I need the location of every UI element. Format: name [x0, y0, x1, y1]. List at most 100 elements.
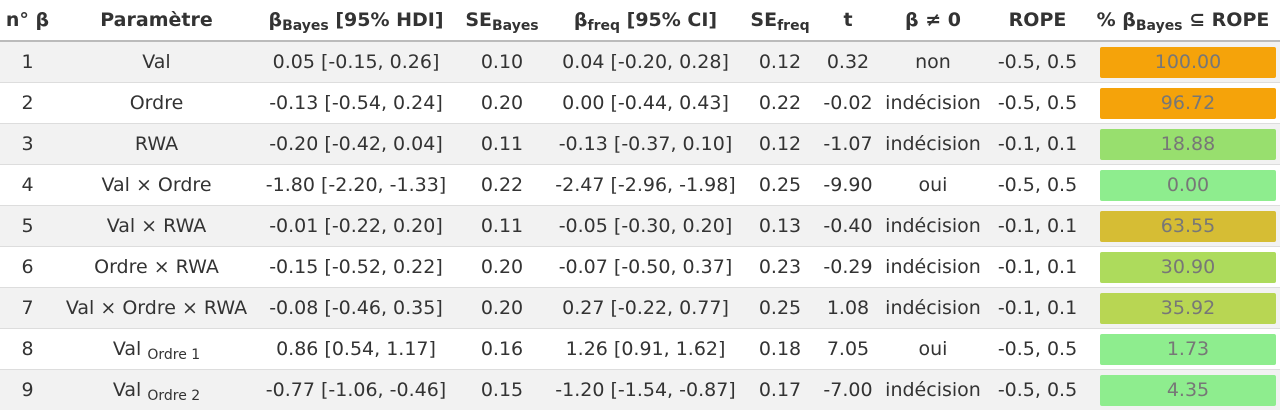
beta-freq-cell: 1.26 [0.91, 1.62]	[550, 328, 741, 370]
param-cell: Val × Ordre	[55, 164, 258, 206]
se-freq-cell: 0.25	[741, 287, 819, 329]
t-cell: 7.05	[819, 328, 877, 370]
param-name: Val	[112, 379, 142, 401]
param-name: RWA	[134, 133, 179, 155]
beta-neq0-cell: indécision	[877, 287, 989, 329]
row-number: 8	[0, 328, 55, 370]
header-n: n° β	[0, 0, 55, 42]
beta-bayes-cell: -0.20 [-0.42, 0.04]	[258, 123, 454, 165]
beta-freq-cell: -1.20 [-1.54, -0.87]	[550, 369, 741, 410]
beta-freq-cell: -0.13 [-0.37, 0.10]	[550, 123, 741, 165]
se-freq-cell: 0.25	[741, 164, 819, 206]
se-bayes-cell: 0.11	[454, 205, 550, 247]
pct-in-rope-value: 35.92	[1100, 292, 1276, 324]
param-cell: Val × RWA	[55, 205, 258, 247]
rope-cell: -0.1, 0.1	[989, 287, 1086, 329]
table-body: 1 Val 0.05 [-0.15, 0.26] 0.10 0.04 [-0.20, 0…	[0, 40, 1280, 410]
rope-cell: -0.1, 0.1	[989, 246, 1086, 288]
pct-in-rope-cell: 35.92	[1086, 287, 1280, 329]
row-number: 5	[0, 205, 55, 247]
header-t: t	[819, 0, 877, 42]
se-freq-cell: 0.22	[741, 82, 819, 124]
pct-in-rope-cell: 4.35	[1086, 369, 1280, 410]
pct-in-rope-cell: 0.00	[1086, 164, 1280, 206]
beta-freq-cell: -0.07 [-0.50, 0.37]	[550, 246, 741, 288]
beta-neq0-cell: oui	[877, 164, 989, 206]
param-name: Val × RWA	[106, 215, 207, 237]
beta-freq-cell: -0.05 [-0.30, 0.20]	[550, 205, 741, 247]
header-neq0: β ≠ 0	[877, 0, 989, 42]
param-name: Val	[112, 338, 142, 360]
param-cell: Val × Ordre × RWA	[55, 287, 258, 329]
header-sefreq: SEfreq	[741, 0, 819, 42]
se-bayes-cell: 0.11	[454, 123, 550, 165]
table-header: n° β Paramètre βBayes [95% HDI] SEBayes …	[0, 0, 1280, 42]
row-number: 9	[0, 369, 55, 410]
beta-freq-cell: 0.00 [-0.44, 0.43]	[550, 82, 741, 124]
se-bayes-cell: 0.15	[454, 369, 550, 410]
pct-in-rope-value: 30.90	[1100, 251, 1276, 283]
rope-cell: -0.1, 0.1	[989, 123, 1086, 165]
pct-in-rope-cell: 63.55	[1086, 205, 1280, 247]
param-name: Val	[142, 51, 171, 73]
param-name: Val × Ordre	[101, 174, 212, 196]
beta-neq0-cell: indécision	[877, 246, 989, 288]
pct-in-rope-value: 18.88	[1100, 128, 1276, 160]
se-bayes-cell: 0.22	[454, 164, 550, 206]
pct-in-rope-value: 63.55	[1100, 210, 1276, 242]
beta-freq-cell: 0.27 [-0.22, 0.77]	[550, 287, 741, 329]
param-cell: Val Ordre 1	[55, 328, 258, 370]
rope-cell: -0.1, 0.1	[989, 205, 1086, 247]
se-bayes-cell: 0.16	[454, 328, 550, 370]
beta-neq0-cell: indécision	[877, 205, 989, 247]
pct-in-rope-cell: 1.73	[1086, 328, 1280, 370]
table-row: 1 Val 0.05 [-0.15, 0.26] 0.10 0.04 [-0.20, 0…	[0, 40, 1280, 83]
beta-bayes-cell: -0.01 [-0.22, 0.20]	[258, 205, 454, 247]
param-name: Ordre	[129, 92, 184, 114]
beta-bayes-cell: -1.80 [-2.20, -1.33]	[258, 164, 454, 206]
pct-in-rope-value: 4.35	[1100, 374, 1276, 406]
row-number: 6	[0, 246, 55, 288]
row-number: 4	[0, 164, 55, 206]
rope-cell: -0.5, 0.5	[989, 82, 1086, 124]
header-sebayes: SEBayes	[454, 0, 550, 42]
beta-neq0-cell: indécision	[877, 123, 989, 165]
se-freq-cell: 0.12	[741, 40, 819, 83]
table-row: 7 Val × Ordre × RWA -0.08 [-0.46, 0.35] 0.2…	[0, 287, 1280, 329]
se-bayes-cell: 0.10	[454, 40, 550, 83]
beta-bayes-cell: -0.08 [-0.46, 0.35]	[258, 287, 454, 329]
table-row: 3 RWA -0.20 [-0.42, 0.04] 0.11 -0.13 [-0.37,…	[0, 123, 1280, 165]
pct-in-rope-cell: 100.00	[1086, 40, 1280, 83]
param-cell: Val Ordre 2	[55, 369, 258, 410]
table-row: 5 Val × RWA -0.01 [-0.22, 0.20] 0.11 -0.05 […	[0, 205, 1280, 247]
row-number: 7	[0, 287, 55, 329]
se-freq-cell: 0.17	[741, 369, 819, 410]
param-name: Val × Ordre × RWA	[65, 297, 248, 319]
param-cell: Ordre × RWA	[55, 246, 258, 288]
param-cell: Val	[55, 40, 258, 83]
pct-in-rope-value: 0.00	[1100, 169, 1276, 201]
se-freq-cell: 0.13	[741, 205, 819, 247]
beta-bayes-cell: 0.86 [0.54, 1.17]	[258, 328, 454, 370]
rope-cell: -0.5, 0.5	[989, 328, 1086, 370]
param-subscript: Ordre 2	[147, 388, 201, 404]
row-number: 1	[0, 40, 55, 83]
rope-cell: -0.5, 0.5	[989, 164, 1086, 206]
beta-bayes-cell: 0.05 [-0.15, 0.26]	[258, 40, 454, 83]
se-bayes-cell: 0.20	[454, 82, 550, 124]
param-name: Ordre × RWA	[94, 256, 219, 278]
se-freq-cell: 0.18	[741, 328, 819, 370]
table-row: 4 Val × Ordre -1.80 [-2.20, -1.33] 0.22 -2.4…	[0, 164, 1280, 206]
row-number: 2	[0, 82, 55, 124]
pct-in-rope-value: 1.73	[1100, 333, 1276, 365]
beta-neq0-cell: non	[877, 40, 989, 83]
se-bayes-cell: 0.20	[454, 246, 550, 288]
beta-freq-cell: 0.04 [-0.20, 0.28]	[550, 40, 741, 83]
se-bayes-cell: 0.20	[454, 287, 550, 329]
rope-cell: -0.5, 0.5	[989, 40, 1086, 83]
t-cell: -1.07	[819, 123, 877, 165]
t-cell: -9.90	[819, 164, 877, 206]
pct-in-rope-cell: 96.72	[1086, 82, 1280, 124]
se-freq-cell: 0.23	[741, 246, 819, 288]
